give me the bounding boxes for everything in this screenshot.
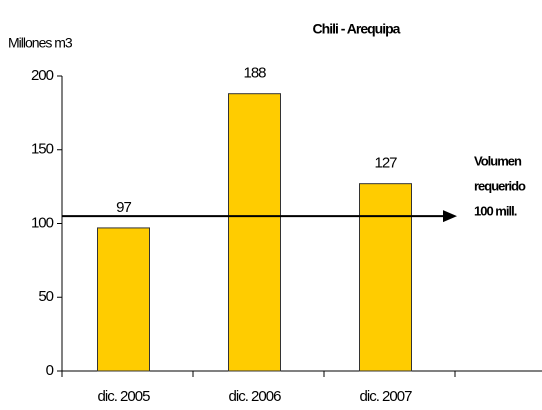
- y-tick-label: 200: [31, 67, 54, 84]
- reference-label: Volumen: [474, 154, 522, 169]
- y-tick-label: 50: [38, 288, 53, 305]
- y-tick-label: 100: [31, 214, 54, 231]
- bar: [228, 93, 281, 372]
- y-axis-label: Millones m3: [8, 35, 73, 51]
- bar: [359, 183, 412, 372]
- chart-title: Chili - Arequipa: [313, 21, 401, 37]
- data-label: 127: [374, 155, 397, 172]
- data-label: 188: [243, 65, 266, 82]
- x-tick-label: dic. 2006: [229, 388, 282, 405]
- data-label: 97: [116, 199, 131, 216]
- x-tick-label: dic. 2007: [360, 388, 413, 405]
- reference-label: requerido: [474, 179, 526, 194]
- y-tick-label: 150: [31, 141, 54, 158]
- bar: [97, 227, 150, 372]
- reference-arrow: [443, 210, 457, 223]
- reference-label: 100 mill.: [474, 204, 517, 219]
- y-tick-label: 0: [46, 362, 54, 379]
- x-tick-label: dic. 2005: [98, 388, 151, 405]
